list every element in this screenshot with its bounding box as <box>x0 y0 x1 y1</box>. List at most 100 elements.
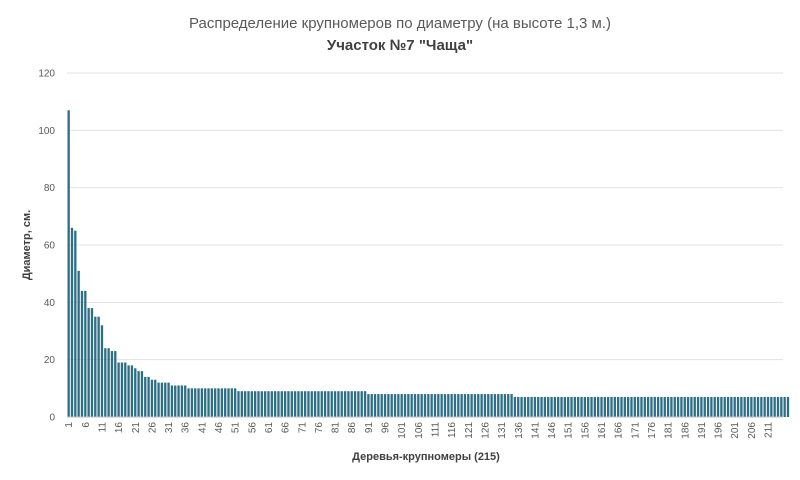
bar <box>610 396 613 417</box>
bar <box>230 388 234 417</box>
bar <box>756 396 760 417</box>
bar <box>560 396 563 417</box>
bar <box>463 394 467 417</box>
bar <box>763 396 766 417</box>
x-tick-label: 6 <box>81 422 92 428</box>
bar <box>260 391 263 417</box>
bar <box>607 396 610 417</box>
bar <box>383 394 387 417</box>
bar <box>443 394 447 417</box>
x-tick-label: 91 <box>364 422 375 434</box>
bar <box>553 396 557 417</box>
bar <box>716 396 720 417</box>
bar <box>750 396 753 417</box>
bar <box>573 396 577 417</box>
bar <box>380 394 383 417</box>
bar <box>187 388 190 417</box>
bar <box>217 388 220 417</box>
bar <box>210 388 214 417</box>
bar <box>460 394 463 417</box>
bar <box>513 396 517 417</box>
bar <box>643 396 646 417</box>
x-tick-label: 61 <box>264 422 275 434</box>
bar <box>387 394 390 417</box>
x-tick-label: 141 <box>530 422 541 439</box>
bar <box>590 396 593 417</box>
bar <box>287 391 290 417</box>
bar <box>84 290 87 417</box>
bar <box>367 394 370 417</box>
bar <box>736 396 740 417</box>
x-tick-label: 31 <box>164 422 175 434</box>
bar <box>633 396 636 417</box>
bar <box>493 394 497 417</box>
bar <box>390 394 393 417</box>
bar <box>107 348 110 417</box>
bar <box>80 290 84 417</box>
bar <box>197 388 200 417</box>
bar <box>587 396 590 417</box>
y-tick-label: 60 <box>44 241 56 252</box>
bar <box>307 391 310 417</box>
bar <box>127 365 130 417</box>
x-tick-label: 26 <box>147 422 158 434</box>
x-tick-label: 101 <box>397 422 408 439</box>
bar <box>507 394 510 417</box>
bar <box>277 391 280 417</box>
x-tick-label: 66 <box>281 422 292 434</box>
y-tick-label: 80 <box>44 183 56 194</box>
y-axis-label: Диаметр, см. <box>21 210 33 280</box>
bar <box>760 396 763 417</box>
bar <box>433 394 437 417</box>
bar <box>626 396 630 417</box>
bar <box>370 394 373 417</box>
bar <box>247 391 250 417</box>
bar <box>400 394 403 417</box>
bar <box>393 394 397 417</box>
bar <box>597 396 600 417</box>
bar <box>570 396 573 417</box>
bar <box>253 391 257 417</box>
bar <box>270 391 273 417</box>
x-tick-label: 171 <box>630 422 641 439</box>
bar <box>753 396 756 417</box>
bar <box>557 396 560 417</box>
x-tick-label: 166 <box>614 422 625 439</box>
bar <box>447 394 450 417</box>
bar <box>87 308 90 417</box>
bar <box>74 230 77 417</box>
y-tick-label: 120 <box>38 69 55 80</box>
x-tick-label: 111 <box>430 422 441 438</box>
bar <box>410 394 413 417</box>
bar <box>603 396 606 417</box>
x-tick-label: 21 <box>131 422 142 434</box>
bar <box>147 376 150 417</box>
bar <box>323 391 327 417</box>
y-tick-label: 20 <box>44 355 56 366</box>
bar <box>583 396 587 417</box>
bar <box>437 394 440 417</box>
bar <box>733 396 736 417</box>
bar <box>726 396 730 417</box>
bar <box>300 391 303 417</box>
bar <box>224 388 227 417</box>
bar <box>473 394 477 417</box>
x-tick-label: 206 <box>747 422 758 439</box>
bar <box>347 391 350 417</box>
y-tick-label: 0 <box>49 413 55 424</box>
bar <box>317 391 320 417</box>
bar <box>450 394 453 417</box>
bar <box>743 396 746 417</box>
bar <box>673 396 676 417</box>
bar <box>343 391 347 417</box>
bar <box>240 391 243 417</box>
bar <box>477 394 480 417</box>
bar <box>580 396 583 417</box>
bar <box>683 396 686 417</box>
bar <box>257 391 260 417</box>
bar <box>593 396 597 417</box>
bar <box>740 396 743 417</box>
bar <box>773 396 776 417</box>
bar <box>320 391 323 417</box>
